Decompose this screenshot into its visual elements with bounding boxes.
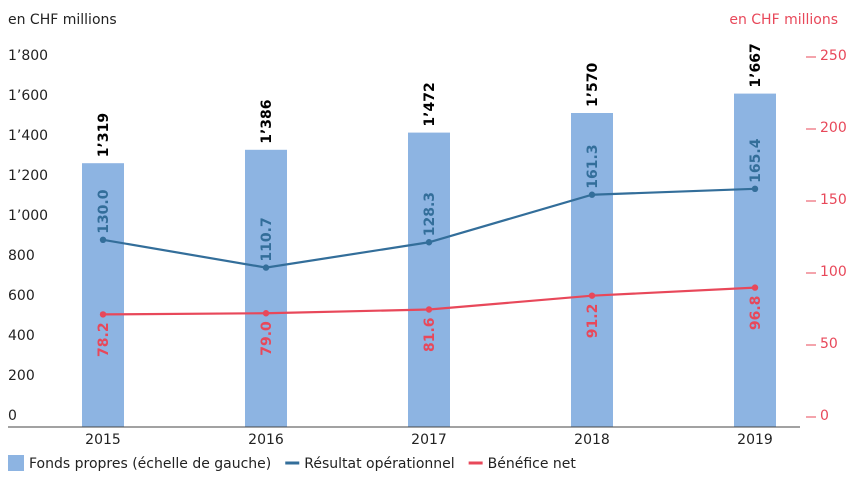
x-tick-label: 2019: [737, 432, 773, 448]
line-value-label: 91.2: [585, 304, 601, 339]
bar: [734, 93, 776, 427]
legend-label: Fonds propres (échelle de gauche): [29, 456, 271, 472]
point: [588, 191, 596, 198]
y-tick-label: 1’600: [8, 88, 48, 104]
bar-value-label: 1’472: [422, 82, 438, 126]
line-value-label: 165.4: [748, 138, 764, 183]
y2-tick-label: 200: [820, 120, 847, 136]
bar: [82, 163, 124, 427]
y-tick-label: 1’400: [8, 128, 48, 144]
point: [425, 239, 433, 246]
y2-tick-label: 0: [820, 408, 829, 424]
y2-tick-label: 250: [820, 48, 847, 64]
bar-value-label: 1’386: [259, 100, 275, 144]
bar: [571, 113, 613, 427]
bar-value-label: 1’319: [96, 113, 112, 157]
point: [588, 292, 596, 299]
y2-axis-title: en CHF millions: [729, 12, 838, 28]
y-axis-title: en CHF millions: [8, 12, 117, 28]
y2-tick-label: 50: [820, 336, 838, 352]
x-tick-label: 2016: [248, 432, 284, 448]
line-value-label: 96.8: [748, 296, 764, 331]
y-tick-label: 1’200: [8, 168, 48, 184]
point: [99, 236, 107, 243]
line-value-label: 81.6: [422, 317, 438, 352]
bar: [245, 149, 287, 428]
x-tick-label: 2015: [85, 432, 121, 448]
line-value-label: 130.0: [96, 189, 112, 234]
y-tick-label: 800: [8, 248, 35, 264]
point: [425, 306, 433, 313]
y-tick-label: 1’800: [8, 48, 48, 64]
legend-swatch: [8, 455, 24, 471]
line-value-label: 79.0: [259, 321, 275, 356]
y-tick-label: 1’000: [8, 208, 48, 224]
point: [99, 311, 107, 318]
line-value-label: 110.7: [259, 217, 275, 261]
line-value-label: 161.3: [585, 144, 601, 188]
line-value-label: 78.2: [96, 322, 112, 357]
y-tick-label: 600: [8, 288, 35, 304]
y-tick-label: 200: [8, 368, 35, 384]
y-tick-label: 0: [8, 408, 17, 424]
point: [262, 310, 270, 317]
bar: [408, 132, 450, 427]
point: [751, 185, 759, 193]
y2-tick-label: 150: [820, 192, 847, 208]
legend-label: Résultat opérationnel: [304, 456, 454, 472]
bar-value-label: 1’667: [748, 43, 764, 87]
line-value-label: 128.3: [422, 192, 438, 236]
bar-value-label: 1’570: [585, 62, 601, 107]
point: [751, 284, 759, 291]
point: [262, 264, 270, 271]
x-tick-label: 2018: [574, 432, 610, 448]
legend-label: Bénéfice net: [488, 456, 577, 472]
x-tick-label: 2017: [411, 432, 447, 448]
y2-tick-label: 100: [820, 264, 847, 280]
y-tick-label: 400: [8, 328, 35, 344]
